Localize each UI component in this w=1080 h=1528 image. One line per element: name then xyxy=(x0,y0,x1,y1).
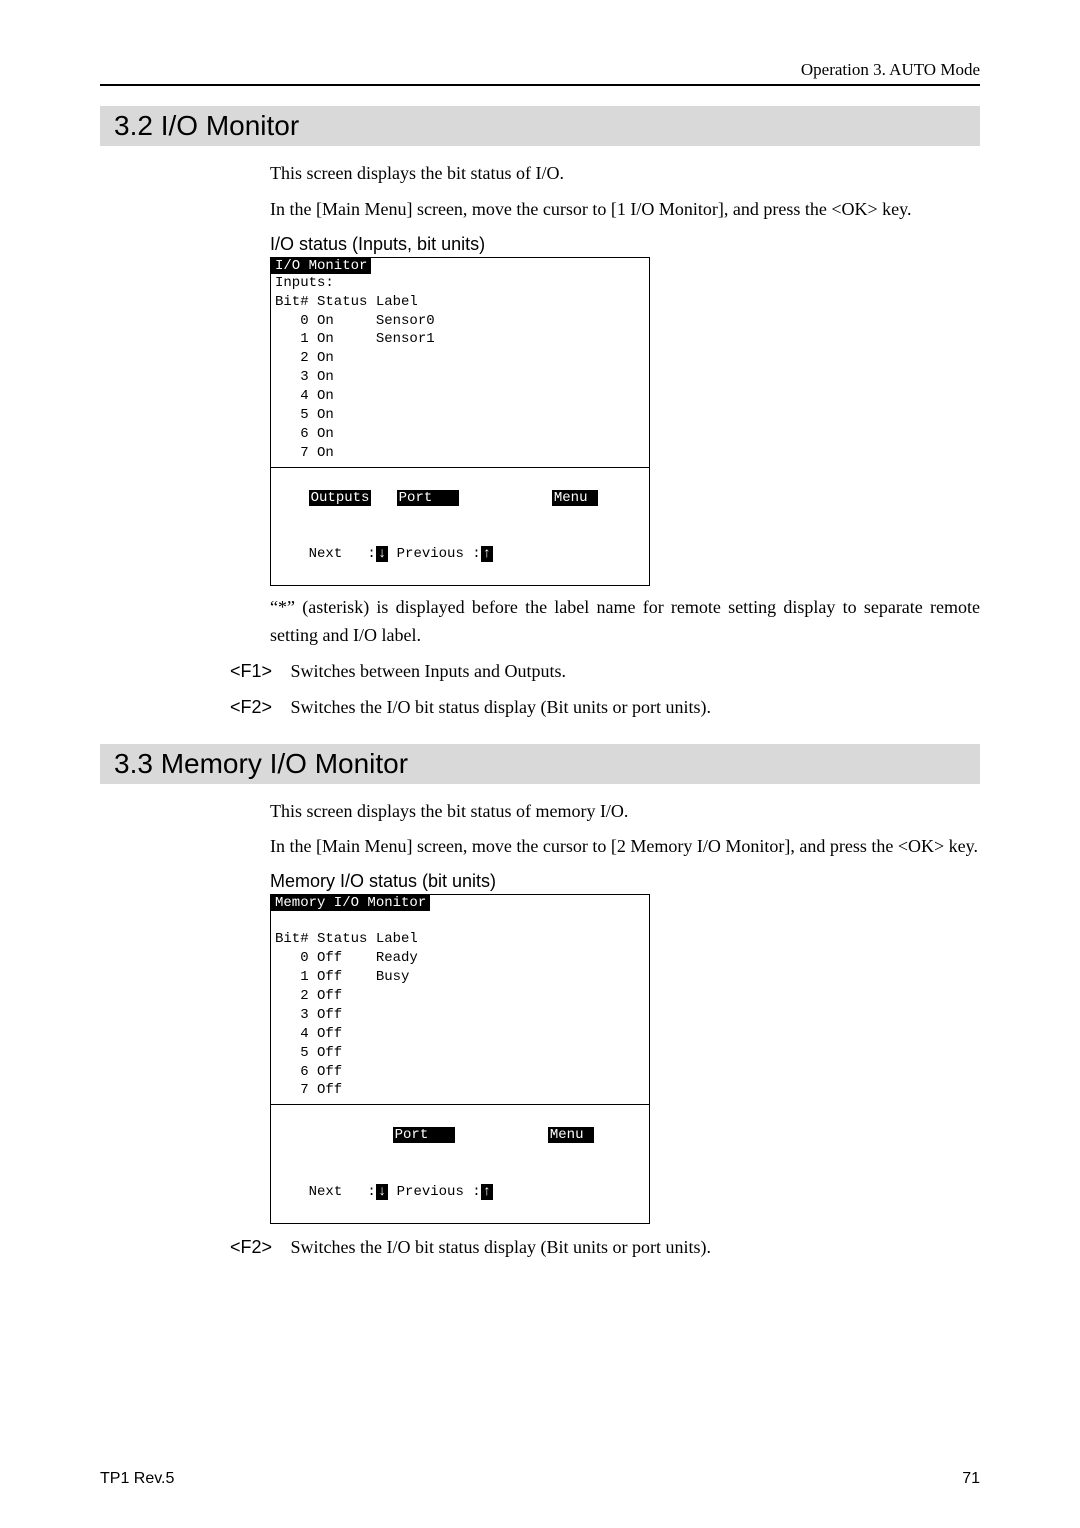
io-terminal-row: 2 On xyxy=(271,349,649,368)
mem-terminal-bottom-2: Next :↓ Previous :↑ xyxy=(271,1164,649,1221)
mem-terminal-blank xyxy=(271,911,649,930)
f1-key: <F1> xyxy=(230,658,286,686)
arrow-up-icon: ↑ xyxy=(481,546,493,562)
io-terminal-title: I/O Monitor xyxy=(271,258,371,274)
section-3-2-title: 3.2 I/O Monitor xyxy=(100,106,980,146)
previous-label: Previous xyxy=(397,1184,464,1200)
f1-line: <F1> Switches between Inputs and Outputs… xyxy=(230,658,980,686)
section-3-3-para2: In the [Main Menu] screen, move the curs… xyxy=(270,833,980,861)
io-terminal-bottom-2: Next :↓ Previous :↑ xyxy=(271,526,649,583)
io-terminal-row: 6 On xyxy=(271,425,649,444)
mem-terminal-row: 5 Off xyxy=(271,1044,649,1063)
next-label: Next xyxy=(309,1184,343,1200)
asterisk-note: “*” (asterisk) is displayed before the l… xyxy=(270,594,980,650)
page-footer: TP1 Rev.5 71 xyxy=(100,1470,980,1488)
io-terminal-row: 0 On Sensor0 xyxy=(271,312,649,331)
f2-line-32: <F2> Switches the I/O bit status display… xyxy=(230,694,980,722)
menu-label: Menu xyxy=(552,490,598,506)
header-text: Operation 3. AUTO Mode xyxy=(801,60,980,79)
port-label: Port xyxy=(393,1127,456,1143)
mem-terminal-row: 4 Off xyxy=(271,1025,649,1044)
section-3-3-title: 3.3 Memory I/O Monitor xyxy=(100,744,980,784)
io-terminal-separator xyxy=(271,467,649,468)
f2-line-33: <F2> Switches the I/O bit status display… xyxy=(230,1234,980,1262)
mem-io-terminal: Memory I/O Monitor Bit# Status Label 0 O… xyxy=(270,894,650,1223)
mem-terminal-row: 7 Off xyxy=(271,1081,649,1100)
arrow-up-icon: ↑ xyxy=(481,1184,493,1200)
io-terminal-row: 1 On Sensor1 xyxy=(271,330,649,349)
io-terminal-row: 5 On xyxy=(271,406,649,425)
mem-terminal-separator xyxy=(271,1104,649,1105)
io-monitor-terminal: I/O Monitor Inputs: Bit# Status Label 0 … xyxy=(270,257,650,586)
arrow-down-icon: ↓ xyxy=(376,1184,388,1200)
f2-text-33: Switches the I/O bit status display (Bit… xyxy=(291,1237,711,1257)
io-terminal-row: 3 On xyxy=(271,368,649,387)
section-3-2-para2: In the [Main Menu] screen, move the curs… xyxy=(270,196,980,224)
io-terminal-row: 7 On xyxy=(271,444,649,463)
mem-terminal-row: 1 Off Busy xyxy=(271,968,649,987)
outputs-label: Outputs xyxy=(309,490,372,506)
io-terminal-row: 4 On xyxy=(271,387,649,406)
mem-terminal-row: 2 Off xyxy=(271,987,649,1006)
mem-terminal-bottom-1: Port Menu xyxy=(271,1107,649,1164)
mem-terminal-header-row: Bit# Status Label xyxy=(271,930,649,949)
f2-text: Switches the I/O bit status display (Bit… xyxy=(291,697,711,717)
section-3-2-para1: This screen displays the bit status of I… xyxy=(270,160,980,188)
io-terminal-header-row: Bit# Status Label xyxy=(271,293,649,312)
next-label: Next xyxy=(309,546,343,562)
port-label: Port xyxy=(397,490,460,506)
mem-terminal-row: 6 Off xyxy=(271,1063,649,1082)
f2-key: <F2> xyxy=(230,694,286,722)
mem-terminal-row: 3 Off xyxy=(271,1006,649,1025)
footer-right: 71 xyxy=(962,1470,980,1488)
io-terminal-inputs: Inputs: xyxy=(271,274,649,293)
f2-key-33: <F2> xyxy=(230,1234,286,1262)
mem-terminal-title: Memory I/O Monitor xyxy=(271,895,430,911)
f1-text: Switches between Inputs and Outputs. xyxy=(291,661,566,681)
arrow-down-icon: ↓ xyxy=(376,546,388,562)
menu-label: Menu xyxy=(548,1127,594,1143)
io-terminal-bottom-1: Outputs Port Menu xyxy=(271,470,649,527)
section-3-3-para1: This screen displays the bit status of m… xyxy=(270,798,980,826)
mem-io-caption: Memory I/O status (bit units) xyxy=(270,871,980,892)
io-status-caption: I/O status (Inputs, bit units) xyxy=(270,234,980,255)
previous-label: Previous xyxy=(397,546,464,562)
footer-left: TP1 Rev.5 xyxy=(100,1470,174,1488)
page-header: Operation 3. AUTO Mode xyxy=(100,60,980,86)
mem-terminal-row: 0 Off Ready xyxy=(271,949,649,968)
